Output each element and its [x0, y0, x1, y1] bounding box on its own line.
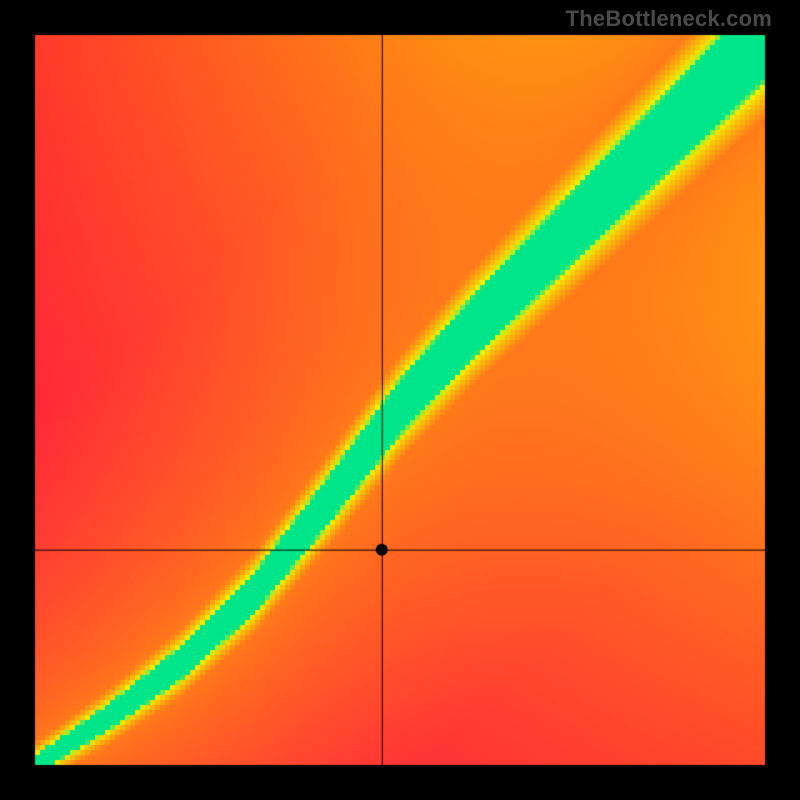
chart-container: TheBottleneck.com	[0, 0, 800, 800]
watermark-text: TheBottleneck.com	[566, 6, 772, 32]
heatmap-canvas	[0, 0, 800, 800]
